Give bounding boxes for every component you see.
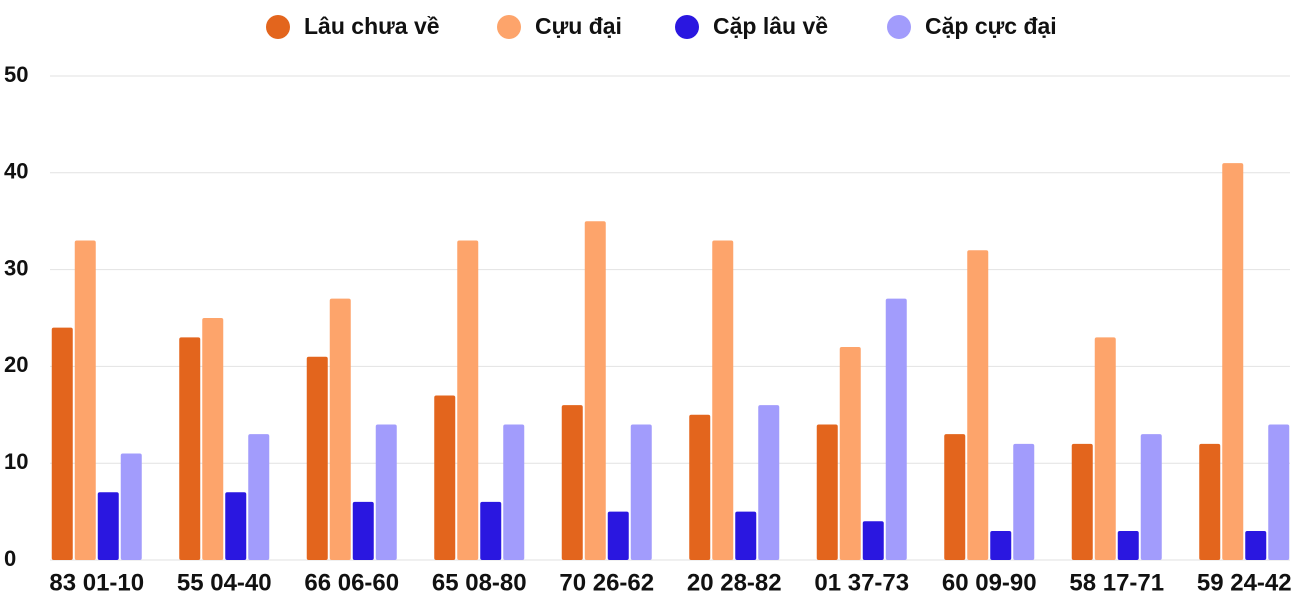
legend-marker (675, 15, 699, 39)
x-tick-label: 66 06-60 (304, 569, 399, 596)
x-tick-label: 01 37-73 (814, 569, 909, 596)
y-tick-label: 50 (4, 62, 28, 87)
bar (885, 298, 907, 560)
bar (1013, 443, 1035, 560)
x-tick-label: 55 04-40 (177, 569, 272, 596)
bar (352, 501, 374, 560)
bar (329, 298, 351, 560)
x-tick-label: 59 24-42 (1197, 569, 1292, 596)
bar (503, 424, 525, 560)
bar (1117, 530, 1139, 560)
legend-label: Cựu đại (535, 13, 622, 39)
bar (816, 424, 838, 560)
legend-marker (887, 15, 911, 39)
x-tick-label: 20 28-82 (687, 569, 782, 596)
x-tick-label: 58 17-71 (1069, 569, 1164, 596)
bar (1094, 337, 1116, 560)
legend-marker (266, 15, 290, 39)
bar (480, 501, 502, 560)
legend-marker (497, 15, 521, 39)
bar (434, 395, 456, 560)
legend-label: Cặp cực đại (925, 13, 1057, 39)
bar (689, 414, 711, 560)
bar (735, 511, 757, 560)
bar (584, 221, 606, 560)
bar (712, 240, 734, 560)
bar (1268, 424, 1290, 560)
bar (457, 240, 479, 560)
y-tick-label: 40 (4, 159, 28, 184)
x-tick-label: 83 01-10 (49, 569, 144, 596)
bar (225, 492, 247, 560)
bar (306, 356, 328, 560)
bar (1222, 163, 1244, 560)
y-tick-label: 0 (4, 546, 16, 571)
y-tick-label: 30 (4, 255, 28, 280)
bar (990, 530, 1012, 560)
bar (630, 424, 652, 560)
y-tick-label: 20 (4, 352, 28, 377)
bar (967, 250, 989, 561)
bar (1245, 530, 1267, 560)
legend-label: Cặp lâu về (713, 13, 828, 39)
bar (179, 337, 201, 560)
y-tick-label: 10 (4, 449, 28, 474)
legend-label: Lâu chưa về (304, 13, 440, 39)
bar (839, 347, 861, 560)
x-tick-label: 70 26-62 (559, 569, 654, 596)
bar (862, 521, 884, 560)
bar (51, 327, 73, 560)
x-tick-label: 65 08-80 (432, 569, 527, 596)
bar (120, 453, 142, 560)
bar (561, 405, 583, 560)
bar (202, 318, 224, 560)
bar (607, 511, 629, 560)
bar (1140, 434, 1162, 560)
x-tick-label: 60 09-90 (942, 569, 1037, 596)
bar (97, 492, 119, 560)
bar (375, 424, 397, 560)
bar (1199, 443, 1221, 560)
bar (74, 240, 96, 560)
bar (758, 405, 780, 560)
bar (1071, 443, 1093, 560)
bar (944, 434, 966, 560)
bar (248, 434, 270, 560)
